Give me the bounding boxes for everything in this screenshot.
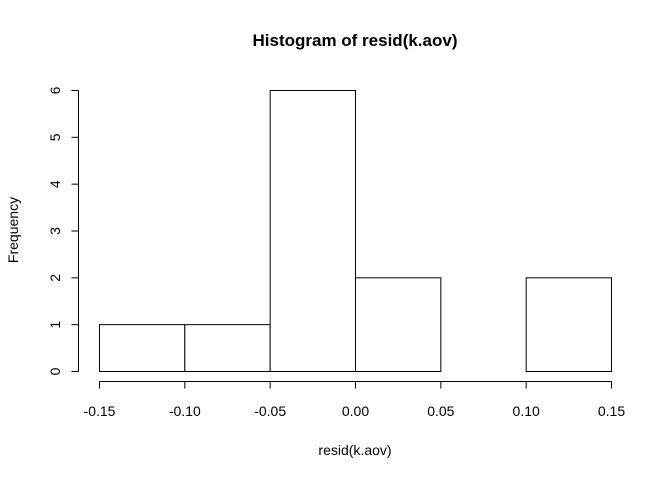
y-tick-label: 2 — [47, 274, 63, 282]
x-tick-label: -0.05 — [254, 403, 286, 419]
x-axis: -0.15 -0.10 -0.05 0.00 0.05 0.10 0.15 — [84, 381, 625, 419]
x-axis-label: resid(k.aov) — [318, 442, 391, 458]
y-tick-label: 0 — [47, 367, 63, 375]
chart-title: Histogram of resid(k.aov) — [253, 31, 458, 50]
histogram-bar — [269, 90, 356, 372]
y-axis-label: Frequency — [5, 197, 21, 263]
x-tick-label: 0.15 — [598, 403, 625, 419]
histogram-bars — [99, 90, 613, 373]
y-axis: 0 1 2 3 4 5 6 — [47, 86, 79, 375]
y-tick-label: 4 — [47, 180, 63, 188]
y-tick-label: 1 — [47, 321, 63, 329]
histogram-bar — [184, 324, 271, 372]
x-tick-label: 0.10 — [513, 403, 540, 419]
x-tick-label: 0.00 — [342, 403, 369, 419]
x-tick-label: 0.05 — [427, 403, 454, 419]
y-tick-label: 5 — [47, 133, 63, 141]
x-tick-label: -0.10 — [169, 403, 201, 419]
y-tick-label: 6 — [47, 86, 63, 94]
histogram-bar — [525, 277, 613, 373]
x-tick-label: -0.15 — [84, 403, 116, 419]
histogram-bar — [99, 324, 186, 372]
histogram-bar — [355, 277, 442, 373]
y-tick-label: 3 — [47, 227, 63, 235]
